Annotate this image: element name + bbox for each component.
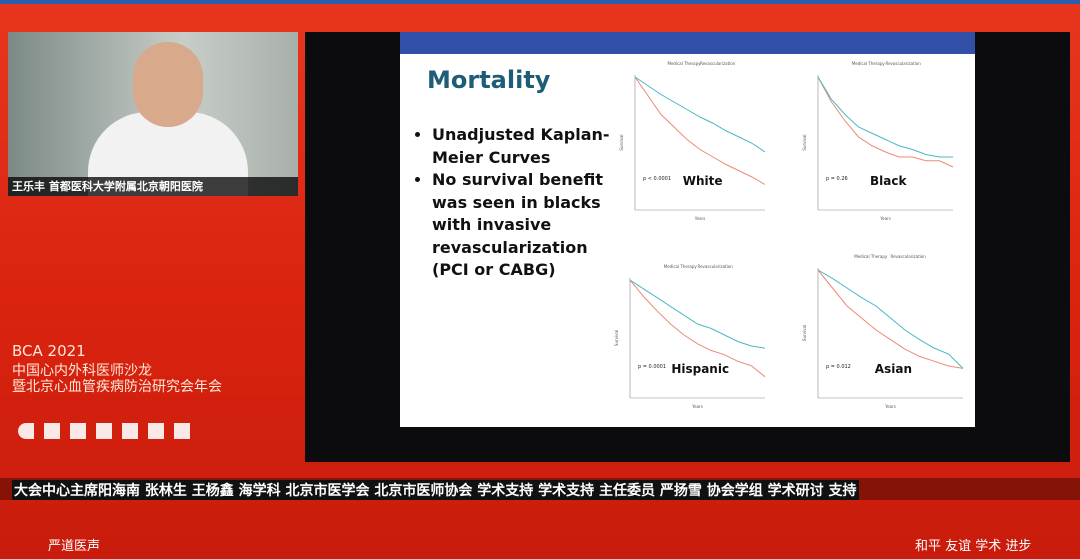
event-line: 暨北京心血管疾病防治研究会年会: [12, 379, 222, 395]
footer-right: 和平 友谊 学术 进步: [915, 539, 1032, 554]
p-value: p = 0.26: [826, 176, 848, 182]
survival-curve: [817, 269, 964, 369]
logo-row: [18, 423, 198, 439]
legend-label: Medical Therapy: [854, 254, 888, 259]
survival-curve: [629, 279, 766, 378]
p-value: p = 0.0001: [638, 364, 666, 370]
footer-left: 严道医声: [48, 539, 101, 554]
speaker-head: [133, 42, 203, 127]
y-axis-label: Survival: [802, 325, 807, 341]
bullet-list: Unadjusted Kaplan-Meier Curves No surviv…: [392, 124, 622, 282]
group-label: Asian: [875, 362, 912, 376]
survival-curve: [629, 279, 766, 349]
ticker-band: 大会中心主席阳海南 张林生 王杨鑫 海学科 北京市医学会 北京市医师协会 学术支…: [0, 478, 1080, 500]
speaker-caption: 王乐丰 首都医科大学附属北京朝阳医院: [8, 177, 298, 196]
survival-curve: [634, 76, 766, 185]
bullet: Unadjusted Kaplan-Meier Curves: [432, 124, 622, 169]
group-label: Hispanic: [671, 362, 729, 376]
ticker-text: 大会中心主席阳海南 张林生 王杨鑫 海学科 北京市医学会 北京市医师协会 学术支…: [12, 480, 859, 500]
bullet: No survival benefit was seen in blacks w…: [432, 169, 622, 282]
p-value: p = 0.012: [826, 364, 851, 370]
group-label: White: [683, 174, 723, 188]
y-axis-label: Survival: [802, 134, 807, 150]
legend-label: Revascularization: [886, 61, 922, 66]
event-name: BCA 2021: [12, 342, 86, 360]
speaker-video: 王乐丰 首都医科大学附属北京朝阳医院: [8, 32, 298, 196]
legend-label: Medical Therapy: [852, 61, 886, 66]
top-bar: [0, 0, 1080, 4]
x-axis-label: Years: [884, 404, 896, 409]
legend-label: Medical Therapy: [664, 264, 698, 269]
legend-label: Revascularization: [700, 61, 736, 66]
slide-title: Mortality: [427, 66, 551, 94]
group-label: Black: [870, 174, 907, 188]
survival-curve: [817, 269, 964, 369]
legend-label: Medical Therapy: [668, 61, 702, 66]
event-line: 中国心内外科医师沙龙: [12, 363, 152, 379]
legend-label: Revascularization: [698, 264, 734, 269]
survival-curve: [817, 76, 953, 158]
x-axis-label: Years: [691, 404, 703, 409]
p-value: p < 0.0001: [643, 176, 671, 182]
x-axis-label: Years: [879, 216, 891, 221]
slide-area: Mortality Unadjusted Kaplan-Meier Curves…: [305, 32, 1070, 462]
x-axis-label: Years: [694, 216, 706, 221]
y-axis-label: Survival: [614, 330, 619, 346]
legend-label: Revascularization: [891, 254, 927, 259]
survival-curve: [634, 76, 766, 153]
slide: Mortality Unadjusted Kaplan-Meier Curves…: [400, 32, 975, 427]
survival-curve: [817, 76, 954, 168]
y-axis-label: Survival: [619, 134, 624, 150]
